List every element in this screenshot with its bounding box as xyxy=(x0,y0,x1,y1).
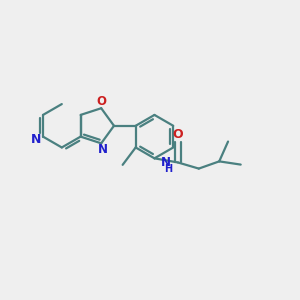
Text: N: N xyxy=(31,133,42,146)
Text: O: O xyxy=(97,95,106,108)
Text: H: H xyxy=(164,164,172,174)
Text: N: N xyxy=(98,143,108,156)
Text: O: O xyxy=(172,128,183,141)
Text: N: N xyxy=(160,156,171,169)
